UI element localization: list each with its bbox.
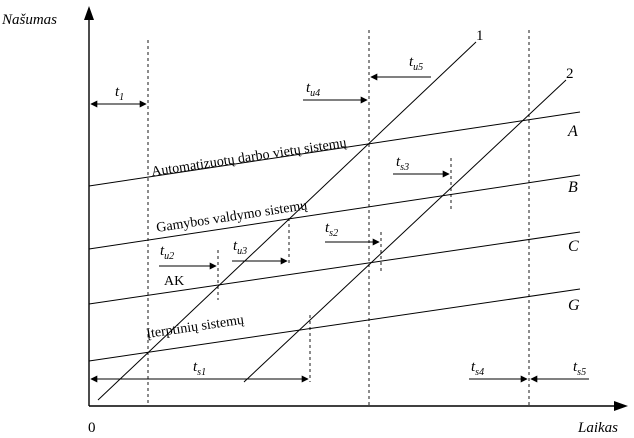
caption-B: Gamybos valdymo sistemų <box>155 198 308 236</box>
diagonal-2 <box>243 79 567 383</box>
caption-G: Įterptinių sistemų <box>145 313 245 342</box>
growth-line-G <box>88 288 581 362</box>
label-ts3: ts3 <box>396 154 409 173</box>
letter-C: C <box>568 238 579 255</box>
label-ts4: ts4 <box>471 359 484 378</box>
letter-A: A <box>567 123 578 140</box>
diagonal-1-label: 1 <box>476 28 484 44</box>
interval-arrows <box>90 73 589 383</box>
label-tu4: tu4 <box>306 80 320 99</box>
caption-AK: AK <box>164 274 184 289</box>
letter-B: B <box>568 179 578 196</box>
dashed-guides <box>147 30 530 406</box>
caption-A: Automatizuotų darbo vietų sistemų <box>150 136 347 180</box>
interval-labels: t1 tu4 tu5 ts3 ts2 tu2 tu3 ts1 ts4 ts5 <box>115 54 586 378</box>
label-tu3: tu3 <box>233 238 247 257</box>
label-tu2: tu2 <box>160 243 174 262</box>
growth-lines <box>88 111 581 362</box>
x-axis-arrowhead <box>614 401 628 411</box>
diagonal-2-label: 2 <box>566 66 574 82</box>
label-ts5: ts5 <box>573 359 586 378</box>
label-ts2: ts2 <box>325 220 338 239</box>
growth-line-B <box>88 174 581 250</box>
diagonal-1 <box>97 41 477 401</box>
x-axis-label: Laikas <box>577 420 618 436</box>
y-axis-arrowhead <box>84 6 94 20</box>
letter-G: G <box>568 297 580 314</box>
origin-label: 0 <box>88 420 96 436</box>
y-axis-label: Našumas <box>1 12 57 28</box>
label-ts1: ts1 <box>193 359 206 378</box>
label-t1: t1 <box>115 84 124 103</box>
label-tu5: tu5 <box>409 54 423 73</box>
growth-line-A <box>88 111 581 187</box>
growth-line-C <box>88 231 581 305</box>
